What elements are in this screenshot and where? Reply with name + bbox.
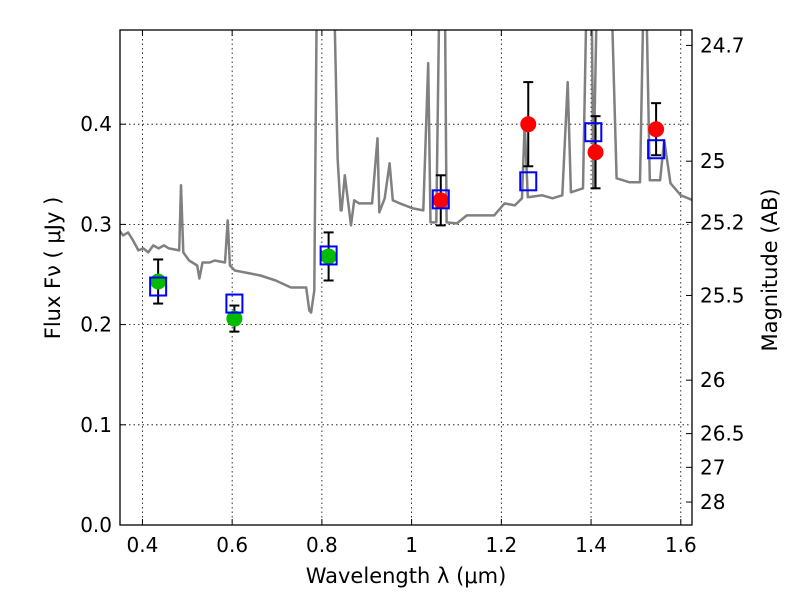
right-tick-label: 26 <box>700 368 725 392</box>
x-tick-label: 0.6 <box>216 533 248 557</box>
axis-ticks: 0.4 0.6 0.8 1 1.2 1.4 1.6 0.0 0.1 0.2 0.3 0.4 24.7 25… <box>80 30 745 557</box>
x-axis-label: Wavelength λ (μm) <box>306 564 507 588</box>
photometry-point <box>520 116 537 133</box>
model-photometry-square <box>319 245 338 266</box>
photometry-point <box>648 121 665 138</box>
x-tick-label: 0.8 <box>306 533 338 557</box>
right-tick-label: 25.5 <box>700 283 745 307</box>
photometry-point <box>432 192 449 209</box>
right-tick-label: 27 <box>700 455 725 479</box>
right-tick-label: 25 <box>700 149 725 173</box>
right-axis-label: Magnitude (AB) <box>758 188 782 351</box>
model-photometry-square <box>519 171 538 192</box>
model-photometry-square <box>584 122 603 143</box>
spectrum-line <box>120 30 692 314</box>
model-photometry-square <box>149 276 168 297</box>
x-tick-label: 1.4 <box>575 533 607 557</box>
photometry-point <box>320 248 337 265</box>
photometry-point <box>150 273 167 290</box>
y-axis-label: Flux Fν ( μJy ) <box>41 197 65 340</box>
y-tick-label: 0.3 <box>80 212 112 236</box>
photometry-point <box>587 144 604 161</box>
data-marks <box>120 30 692 333</box>
x-tick-label: 1.6 <box>665 533 697 557</box>
right-tick-label: 26.5 <box>700 422 745 446</box>
right-tick-label: 28 <box>700 490 725 514</box>
right-tick-label: 24.7 <box>700 33 745 57</box>
model-photometry-square <box>431 189 450 210</box>
y-tick-label: 0.4 <box>80 112 112 136</box>
x-tick-label: 0.4 <box>127 533 159 557</box>
y-tick-label: 0.2 <box>80 313 112 337</box>
x-tick-label: 1.2 <box>485 533 517 557</box>
y-tick-label: 0.1 <box>80 413 112 437</box>
plot-background <box>120 30 692 525</box>
model-photometry-square <box>225 293 244 314</box>
grid <box>120 30 692 526</box>
x-tick-label: 1 <box>405 533 418 557</box>
y-tick-label: 0.0 <box>80 513 112 537</box>
plot-frame <box>119 29 693 526</box>
photometry-point <box>226 310 243 327</box>
right-tick-label: 25.2 <box>700 210 745 234</box>
model-photometry-square <box>647 139 666 160</box>
